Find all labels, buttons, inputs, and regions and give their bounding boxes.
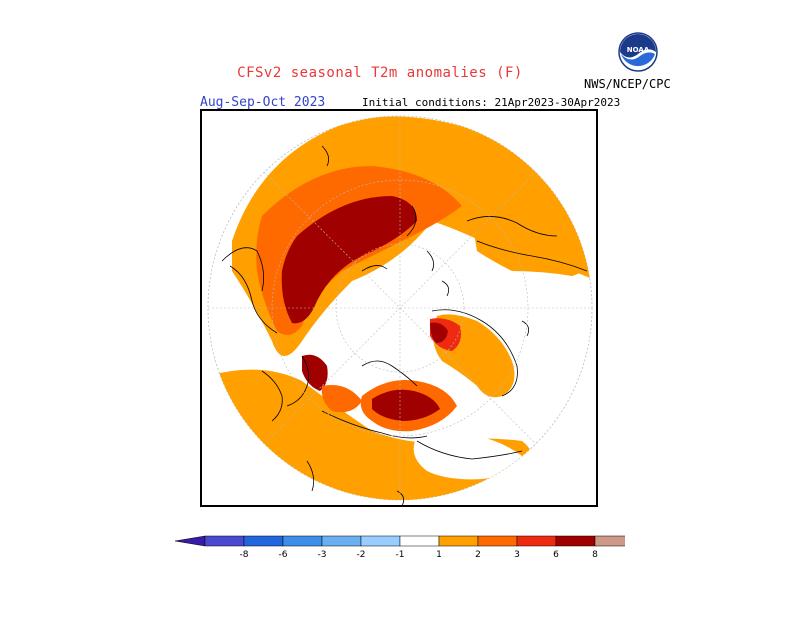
season-label: Aug-Sep-Oct 2023 (200, 95, 326, 110)
colorbar-tick-label: -6 (279, 550, 288, 560)
colorbar-tick-label: 1 (436, 550, 442, 560)
colorbar-tick-label: -1 (396, 550, 405, 560)
colorbar-tick-label: 6 (553, 550, 559, 560)
colorbar-tick-label: -3 (318, 550, 327, 560)
anomaly-1to2-scandinavia (472, 209, 586, 276)
colorbar-bin (516, 535, 557, 547)
colorbar-bin (243, 535, 284, 547)
polar-map (207, 115, 593, 505)
land-neutral-canada (413, 432, 522, 480)
colorbar: -8 -6 -3 -2 -1 1 2 3 6 8 (175, 535, 625, 560)
chart-title: CFSv2 seasonal T2m anomalies (F) (237, 65, 523, 81)
colorbar-bin-low-arrow (175, 535, 206, 547)
anomaly-3to6-siberia (281, 196, 417, 324)
colorbar-tick-label: -8 (240, 550, 249, 560)
colorbar-bin (321, 535, 362, 547)
agency-label: NWS/NCEP/CPC (584, 77, 671, 91)
anomaly-2to3-beaufort (321, 385, 362, 413)
colorbar-tick-label: 8 (592, 550, 598, 560)
colorbar-tick-label: -2 (357, 550, 366, 560)
anomaly-3to6-greenland-coast (430, 322, 448, 343)
colorbar-tick-label: 3 (514, 550, 520, 560)
graticule (208, 116, 592, 500)
coastlines (221, 145, 588, 505)
colorbar-bin (399, 535, 440, 547)
anomaly-3to6-arctic-canada (372, 389, 440, 421)
initial-conditions-label: Initial conditions: 21Apr2023-30Apr2023 (362, 96, 621, 109)
colorbar-bin (282, 535, 323, 547)
colorbar-bin (360, 535, 401, 547)
logo-text: NOAA (627, 46, 650, 54)
colorbar-bin (594, 535, 625, 547)
colorbar-tick-label: 2 (475, 550, 481, 560)
noaa-logo: NOAA (618, 32, 658, 72)
map-frame (200, 109, 598, 507)
colorbar-bin (477, 535, 518, 547)
colorbar-bin (438, 535, 479, 547)
colorbar-bin (555, 535, 596, 547)
colorbar-bin (204, 535, 245, 547)
